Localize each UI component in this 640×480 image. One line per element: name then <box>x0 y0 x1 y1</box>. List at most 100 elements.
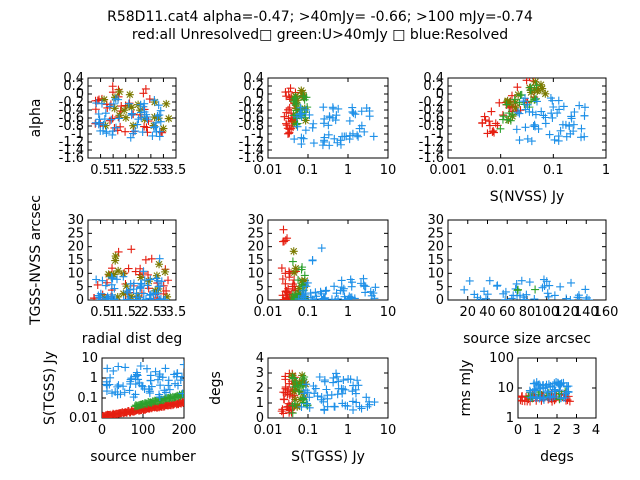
data-point <box>127 245 136 254</box>
data-point <box>164 114 173 123</box>
data-point <box>156 106 165 115</box>
data-point <box>288 290 297 299</box>
x-tick-label: 10 <box>380 423 397 438</box>
data-point <box>349 405 358 414</box>
data-point <box>122 287 131 296</box>
data-point <box>506 116 515 125</box>
data-point <box>102 127 111 136</box>
y-tick-label: 0 <box>436 87 444 102</box>
data-point <box>299 92 308 101</box>
data-point <box>161 364 170 373</box>
data-point <box>481 294 490 300</box>
data-point <box>299 374 308 383</box>
y-tick-label: 0.01 <box>69 411 98 426</box>
y-tick-label: 25 <box>67 226 84 241</box>
data-point <box>527 137 536 146</box>
y-tick-label: 25 <box>247 226 264 241</box>
x-tick-label: 0.01 <box>254 163 283 178</box>
data-point <box>541 89 550 98</box>
data-point <box>349 109 358 118</box>
data-point <box>299 393 308 402</box>
data-point <box>161 388 170 397</box>
y-tick-label: 0.2 <box>243 79 264 94</box>
data-point <box>289 382 298 391</box>
data-point <box>297 276 306 285</box>
data-point <box>145 389 154 398</box>
data-point <box>549 103 558 112</box>
x-tick-label: 3 <box>159 305 167 320</box>
data-point <box>489 126 498 135</box>
data-point <box>133 291 142 300</box>
data-point <box>290 268 299 277</box>
data-point <box>585 295 594 300</box>
data-point <box>352 398 361 407</box>
data-point <box>492 282 501 291</box>
y-tick-label: 25 <box>427 226 444 241</box>
data-point <box>120 388 129 397</box>
data-point <box>539 384 548 393</box>
data-point <box>108 264 117 273</box>
data-point <box>363 402 372 411</box>
y-tick-label: -1.2 <box>419 135 444 150</box>
data-point <box>539 395 548 404</box>
data-point <box>110 284 119 293</box>
data-point <box>311 288 320 297</box>
data-point <box>538 84 547 93</box>
data-point <box>485 276 494 285</box>
data-point <box>362 393 371 402</box>
data-point <box>360 281 369 290</box>
data-point <box>136 106 145 115</box>
data-point <box>290 135 299 144</box>
data-point <box>302 399 311 408</box>
x-tick-label: 0.001 <box>429 163 466 178</box>
data-point <box>340 292 349 300</box>
data-point <box>124 99 133 108</box>
data-point <box>152 128 161 137</box>
data-point <box>515 291 524 300</box>
data-point <box>136 361 145 370</box>
data-point <box>97 99 106 108</box>
data-point <box>301 126 310 135</box>
data-point <box>570 107 579 116</box>
x-tick-label: 1 <box>109 305 117 320</box>
data-point <box>179 360 184 369</box>
data-point <box>332 111 341 120</box>
data-point <box>550 391 559 400</box>
data-point <box>139 102 148 111</box>
data-point <box>345 116 354 125</box>
data-point <box>155 132 164 141</box>
data-point <box>281 372 290 381</box>
data-point <box>329 104 338 113</box>
data-point <box>517 276 526 285</box>
x-tick-label: 1 <box>344 423 352 438</box>
data-point <box>334 377 343 386</box>
data-point <box>505 109 514 118</box>
x-axis-label: S(NVSS) Jy <box>490 189 565 205</box>
data-point <box>110 93 119 102</box>
data-point <box>139 89 148 98</box>
y-tick-label: -0.4 <box>59 103 84 118</box>
x-axis-label: radial dist deg <box>82 331 182 347</box>
data-point <box>532 97 541 106</box>
data-point <box>297 265 306 274</box>
y-tick-label: -0.2 <box>59 95 84 110</box>
data-point <box>297 133 306 142</box>
x-tick-label: 0 <box>98 423 106 438</box>
data-point <box>106 373 115 382</box>
data-point <box>495 98 504 107</box>
data-point <box>465 276 474 285</box>
data-point <box>288 409 297 418</box>
y-tick-label: -0.8 <box>239 119 264 134</box>
data-point <box>309 119 318 128</box>
data-point <box>357 107 366 116</box>
data-point <box>320 376 329 385</box>
data-point <box>119 272 128 281</box>
data-point <box>155 260 164 269</box>
data-point <box>320 136 329 145</box>
data-point <box>365 112 374 121</box>
data-point <box>567 112 576 121</box>
data-point <box>521 123 530 132</box>
panel-p2: 0.01 0.1 1 10 0.40.20-0.2-0.4-0.6-0.8-1-1.2-… <box>239 71 397 178</box>
data-point <box>145 95 154 104</box>
data-point <box>115 114 124 123</box>
